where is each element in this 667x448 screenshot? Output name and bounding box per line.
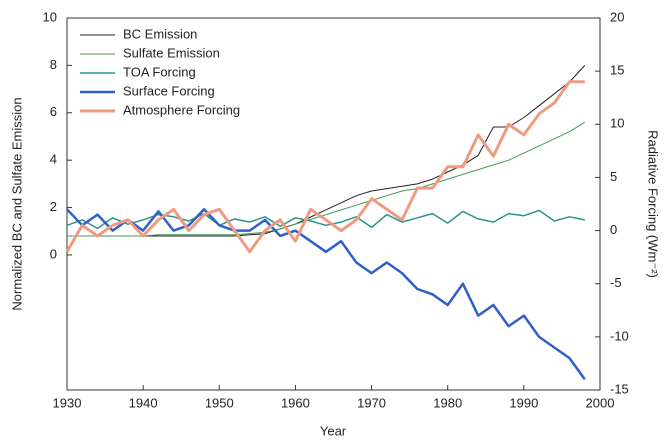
x-tick-label: 1960 (281, 395, 310, 410)
y2-tick-label: 0 (610, 222, 617, 237)
series-line (65, 80, 585, 254)
x-tick-label: 1940 (129, 395, 158, 410)
y-tick-label: 0 (50, 246, 57, 261)
x-tick-label: 1970 (357, 395, 386, 410)
series-line (67, 121, 586, 237)
x-axis-label: Year (320, 423, 347, 438)
x-tick-label: 1950 (205, 395, 234, 410)
series-line (66, 208, 586, 381)
x-tick-label: 1980 (433, 395, 462, 410)
x-tick-label: 2000 (586, 395, 615, 410)
y2-tick-label: -10 (610, 328, 629, 343)
y2-tick-label: -15 (610, 381, 629, 396)
y2-tick-label: 15 (610, 63, 624, 78)
y2-axis-label: Radiative Forcing (Wm⁻²) (646, 130, 661, 278)
y-axis-label: Normalized BC and Sulfate Emission (9, 97, 24, 310)
plot-frame (66, 17, 601, 391)
legend-label: BC Emission (123, 26, 197, 41)
legend-label: Surface Forcing (123, 83, 215, 98)
y-tick-label: 4 (50, 152, 57, 167)
y-tick-label: 6 (50, 104, 57, 119)
y2-tick-label: 5 (610, 169, 617, 184)
x-tick-label: 1990 (509, 395, 538, 410)
y-tick-label: 10 (43, 9, 57, 24)
legend-label: TOA Forcing (123, 64, 196, 79)
y-tick-label: 2 (50, 199, 57, 214)
y-tick-label: 8 (50, 57, 57, 72)
y2-tick-label: 10 (610, 116, 624, 131)
x-tick-label: 1930 (53, 395, 82, 410)
legend-label: Sulfate Emission (123, 45, 220, 60)
y2-tick-label: 20 (610, 9, 624, 24)
legend-label: Atmosphere Forcing (123, 102, 240, 117)
y2-tick-label: -5 (610, 275, 622, 290)
series-line (67, 65, 586, 237)
